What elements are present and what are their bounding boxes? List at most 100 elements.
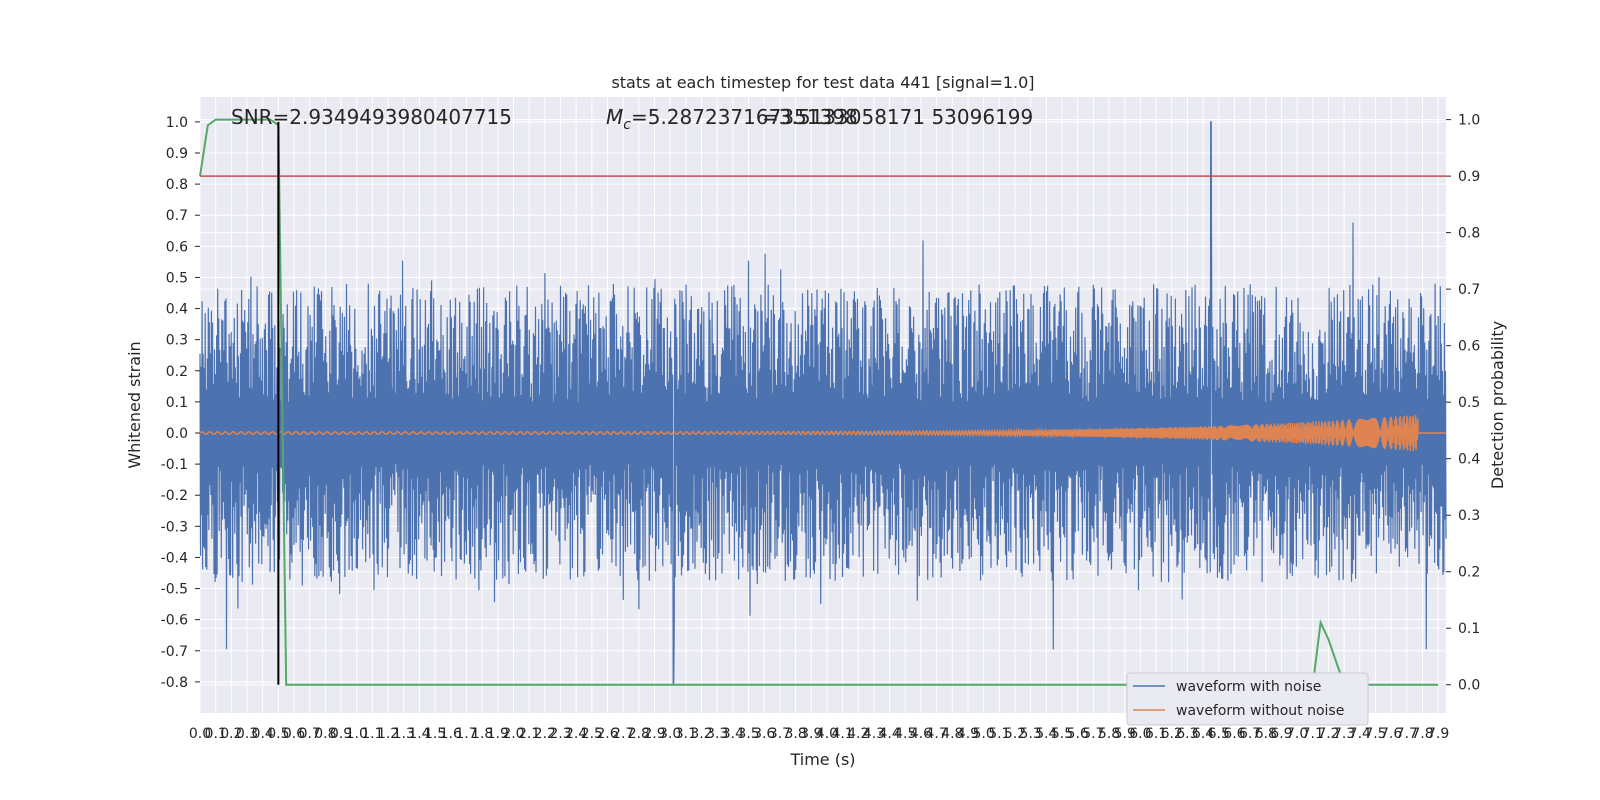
x-tick-label: 6.9: [1270, 726, 1292, 742]
x-tick-label: 7.0: [1286, 726, 1308, 742]
x-tick-label: 2.5: [581, 726, 603, 742]
x-tick-label: 0.4: [252, 726, 274, 742]
right-axis-label: Detection probability: [1488, 321, 1507, 489]
x-tick-label: 5.5: [1051, 726, 1073, 742]
x-tick-label: 4.1: [831, 726, 853, 742]
right-tick-labels: 1.0 0.9 0.8 0.7 0.6 0.5 0.4 0.3 0.2 0.1 0.0: [1446, 113, 1480, 694]
x-tick-label: 5.9: [1114, 726, 1136, 742]
right-tick-label: 0.6: [1458, 339, 1480, 355]
x-tick-label: 3.0: [659, 726, 681, 742]
x-tick-label: 1.7: [455, 726, 477, 742]
x-tick-label: 3.5: [737, 726, 759, 742]
x-tick-label: 2.3: [549, 726, 571, 742]
x-tick-label: 0.9: [330, 726, 352, 742]
x-tick-label: 5.3: [1020, 726, 1042, 742]
right-tick-label: 0.3: [1458, 508, 1480, 524]
x-tick-label: 3.2: [690, 726, 712, 742]
snr-annotation: SNR=2.9349493980407715: [231, 105, 512, 129]
noise-waveform-line: [199, 121, 1447, 686]
x-tick-label: 6.4: [1192, 726, 1214, 742]
x-tick-label: 4.7: [925, 726, 947, 742]
clean-waveform-line: [199, 414, 1446, 452]
x-tick-label: 3.1: [675, 726, 697, 742]
y-tick-label: 0.1: [166, 395, 188, 411]
x-tick-label: 1.6: [440, 726, 462, 742]
x-tick-label: 6.3: [1176, 726, 1198, 742]
x-tick-label: 7.9: [1427, 726, 1449, 742]
x-tick-label: 2.9: [643, 726, 665, 742]
chart-title: stats at each timestep for test data 441…: [611, 73, 1034, 92]
x-tick-label: 0.6: [283, 726, 305, 742]
x-tick-labels: 0.00.10.20.30.40.50.60.70.80.91.01.11.21…: [189, 726, 1449, 742]
x-tick-label: 0.0: [189, 726, 211, 742]
x-tick-label: 5.0: [973, 726, 995, 742]
y-tick-label: 0.2: [166, 364, 188, 380]
x-tick-label: 6.6: [1223, 726, 1245, 742]
x-tick-label: 7.7: [1396, 726, 1418, 742]
x-tick-label: 7.5: [1364, 726, 1386, 742]
chirp-mass-value: =5.287237167351398: [631, 105, 858, 129]
x-tick-label: 6.5: [1208, 726, 1230, 742]
y-tick-label: 0.9: [166, 146, 188, 162]
detection-probability-series: [199, 118, 1439, 686]
x-tick-label: 1.2: [377, 726, 399, 742]
x-tick-label: 1.0: [346, 726, 368, 742]
x-tick-label: 1.9: [487, 726, 509, 742]
x-tick-label: 5.8: [1098, 726, 1120, 742]
y-tick-label: -0.2: [161, 488, 188, 504]
x-tick-label: 2.0: [502, 726, 524, 742]
x-tick-label: 3.7: [769, 726, 791, 742]
x-tick-label: 7.1: [1302, 726, 1324, 742]
right-tick-label: 0.5: [1458, 395, 1480, 411]
x-tick-label: 6.1: [1145, 726, 1167, 742]
x-tick-label: 6.7: [1239, 726, 1261, 742]
y-tick-label: 1.0: [166, 115, 188, 131]
x-tick-label: 7.6: [1380, 726, 1402, 742]
x-axis-label: Time (s): [789, 750, 855, 769]
x-tick-label: 5.4: [1035, 726, 1057, 742]
y-tick-label: -0.6: [161, 613, 188, 629]
x-tick-label: 0.1: [205, 726, 227, 742]
x-tick-label: 4.9: [957, 726, 979, 742]
x-tick-label: 7.2: [1317, 726, 1339, 742]
x-tick-label: 2.8: [628, 726, 650, 742]
x-tick-label: 4.0: [816, 726, 838, 742]
legend-label-noise: waveform with noise: [1176, 679, 1321, 695]
x-tick-label: 1.4: [408, 726, 430, 742]
y-tick-label: -0.7: [161, 644, 188, 660]
x-tick-label: 1.1: [361, 726, 383, 742]
y-tick-label: 0.0: [166, 426, 188, 442]
x-tick-label: 5.2: [1004, 726, 1026, 742]
x-tick-label: 3.3: [706, 726, 728, 742]
x-tick-label: 1.8: [471, 726, 493, 742]
x-tick-label: 0.2: [220, 726, 242, 742]
x-tick-label: 3.6: [753, 726, 775, 742]
y-tick-label: 0.6: [166, 239, 188, 255]
x-tick-label: 7.4: [1349, 726, 1371, 742]
x-tick-label: 0.7: [299, 726, 321, 742]
waveform-without-noise-series: [199, 414, 1446, 452]
x-tick-label: 2.6: [596, 726, 618, 742]
x-tick-label: 7.3: [1333, 726, 1355, 742]
x-tick-label: 1.5: [424, 726, 446, 742]
x-tick-label: 3.8: [784, 726, 806, 742]
legend: waveform with noise waveform without noi…: [1126, 672, 1369, 726]
right-tick-label: 0.1: [1458, 621, 1480, 637]
y-tick-labels: 1.0 0.9 0.8 0.7 0.6 0.5 0.4 0.3 0.2 0.1 0.0 -0.1 -0.…: [161, 115, 200, 691]
y-tick-label: 0.4: [166, 302, 188, 318]
x-tick-label: 4.5: [894, 726, 916, 742]
mass-ratio-annotation: =3.5133058171 53096199: [762, 105, 1033, 129]
x-tick-label: 1.3: [393, 726, 415, 742]
y-tick-label: -0.1: [161, 457, 188, 473]
x-tick-label: 4.2: [847, 726, 869, 742]
x-tick-label: 4.8: [941, 726, 963, 742]
y-tick-label: -0.8: [161, 675, 188, 691]
x-tick-label: 4.3: [863, 726, 885, 742]
x-tick-label: 3.4: [722, 726, 744, 742]
right-tick-label: 0.8: [1458, 226, 1480, 242]
x-tick-label: 5.1: [988, 726, 1010, 742]
right-tick-label: 0.7: [1458, 282, 1480, 298]
right-tick-label: 0.2: [1458, 565, 1480, 581]
x-tick-label: 2.1: [518, 726, 540, 742]
